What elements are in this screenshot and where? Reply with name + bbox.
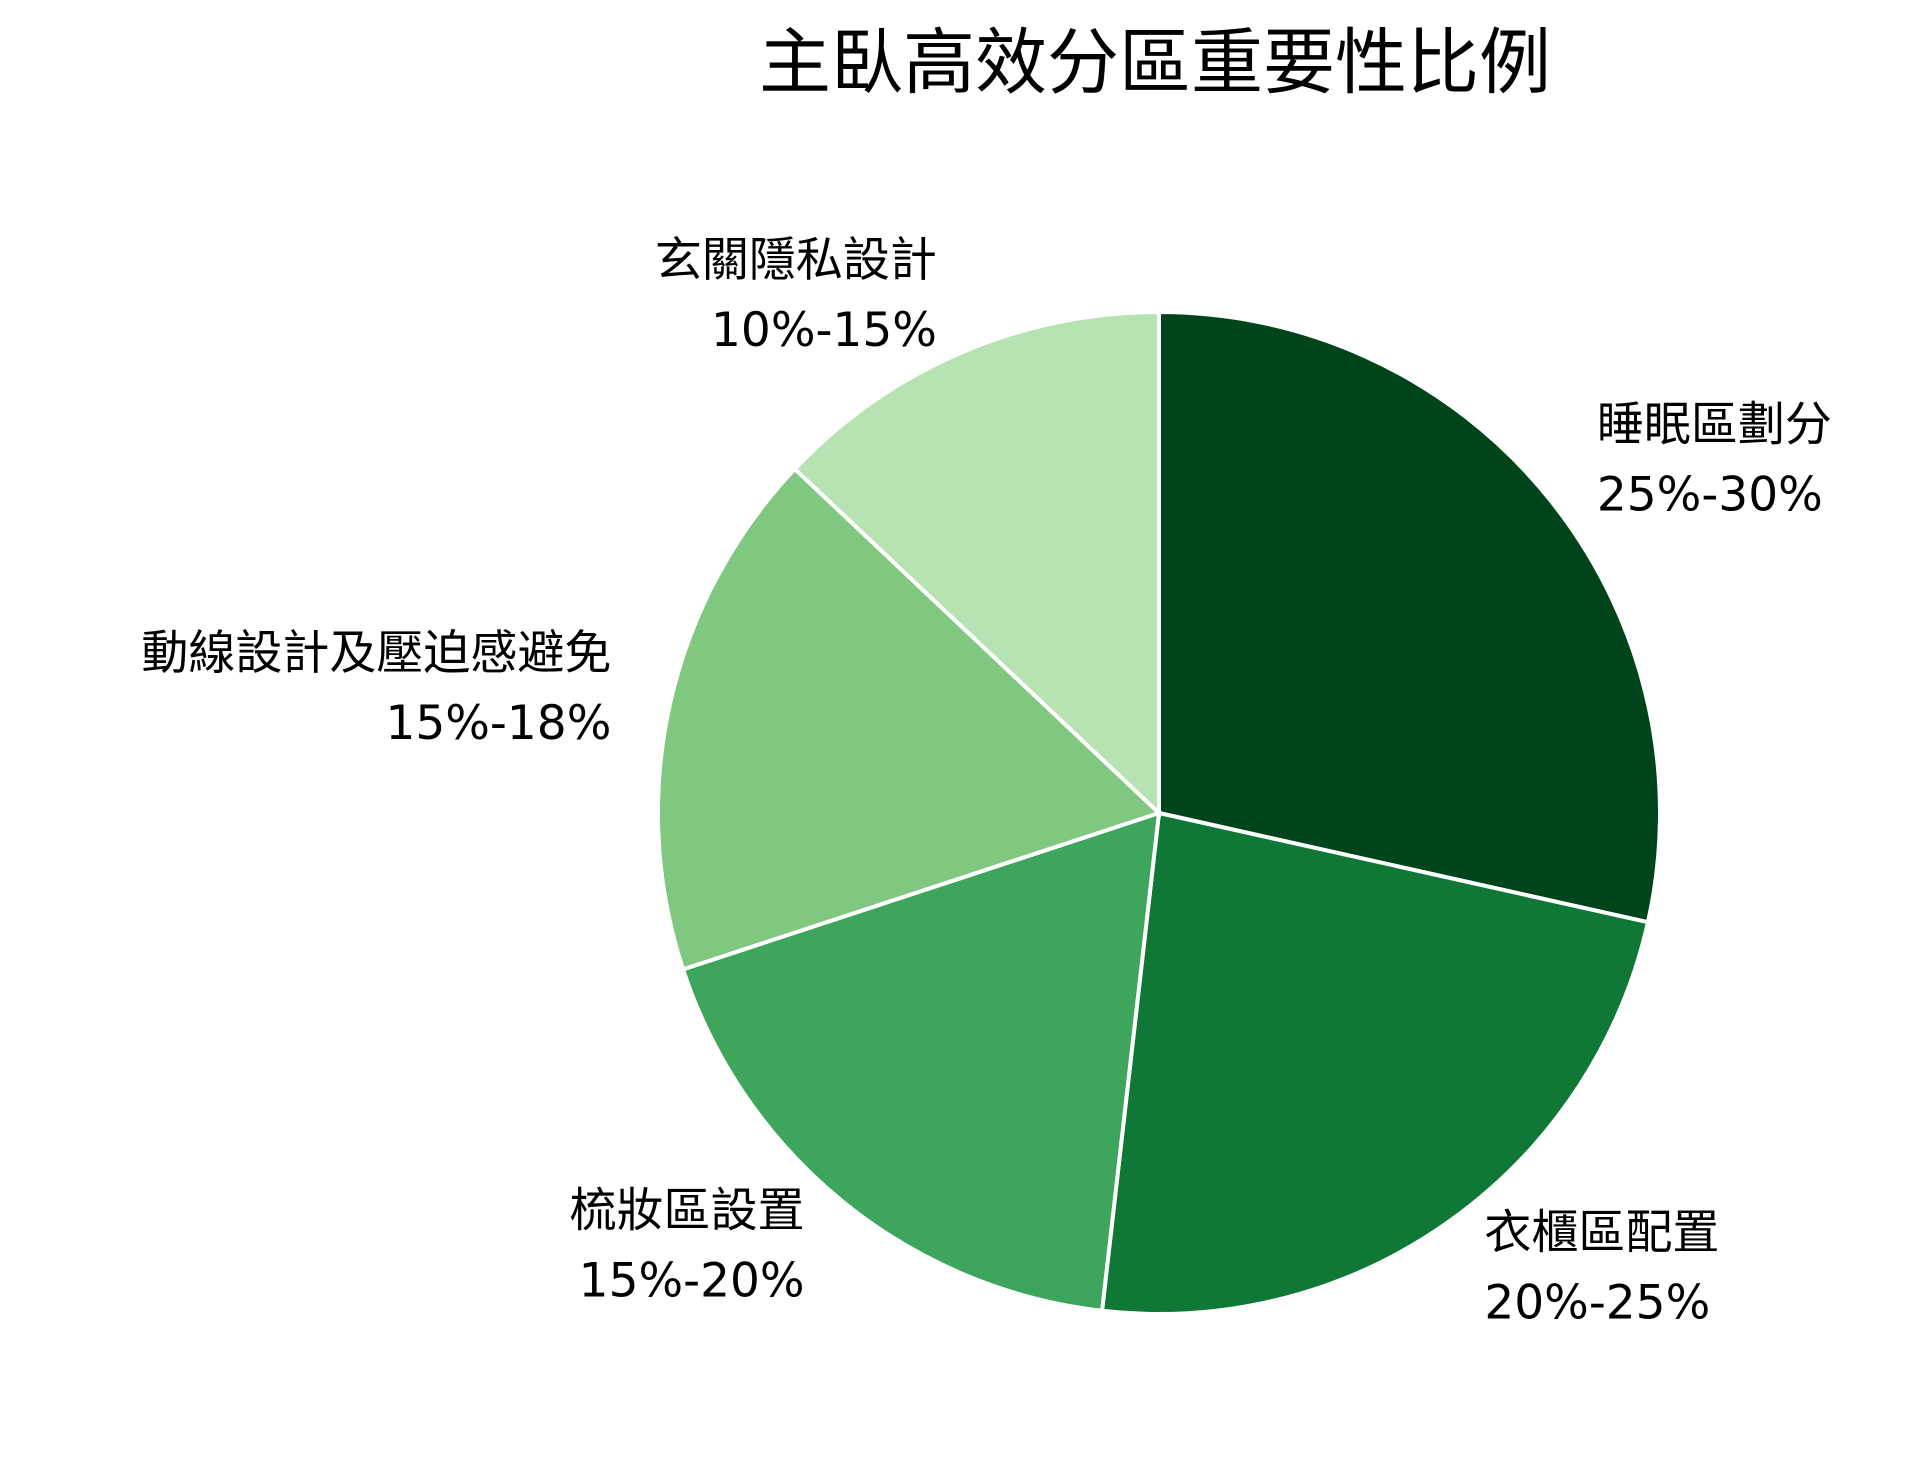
slice-label: 玄關隱私設計	[655, 233, 937, 288]
slice-value-label: 20%-25%	[1484, 1276, 1710, 1331]
slice-value-label: 25%-30%	[1597, 468, 1823, 523]
pie-slice	[680, 810, 1162, 1313]
pie-slice	[1157, 309, 1662, 925]
slice-value-label: 10%-15%	[711, 303, 937, 358]
slice-label: 衣櫃區配置	[1484, 1206, 1719, 1261]
slice-value-label: 15%-18%	[385, 696, 611, 751]
pie-slice	[656, 466, 1163, 972]
slice-label: 梳妝區設置	[570, 1184, 805, 1239]
pie-slice	[791, 309, 1161, 818]
slice-value-label: 15%-20%	[579, 1254, 805, 1309]
pie-slice	[1099, 810, 1651, 1316]
chart-title: 主臥高效分區重要性比例	[759, 21, 1551, 105]
slice-label: 動線設計及壓迫感避免	[141, 626, 611, 681]
slice-label: 睡眠區劃分	[1597, 398, 1832, 453]
